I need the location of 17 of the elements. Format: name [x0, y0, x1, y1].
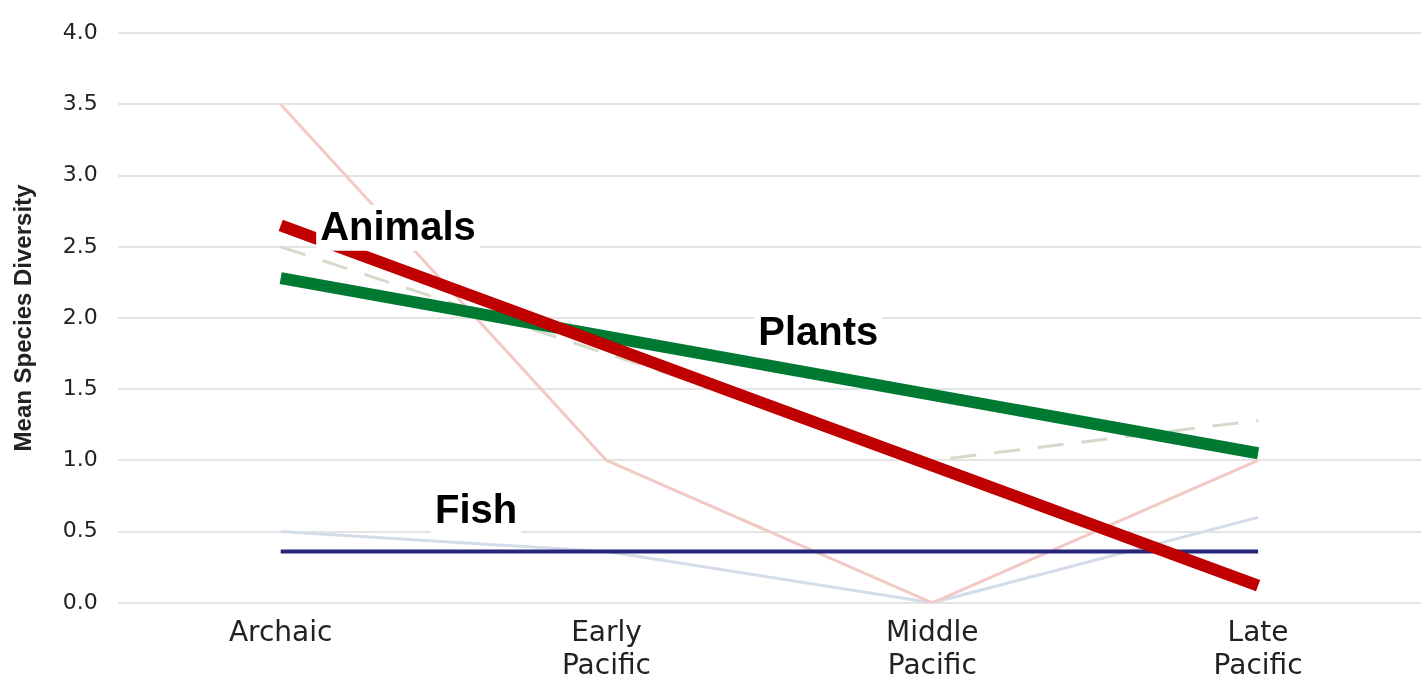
- y-tick-label: 1.0: [62, 446, 98, 472]
- y-tick-label: 3.5: [62, 90, 98, 116]
- series-label: Plants: [758, 309, 879, 354]
- y-tick-label: 2.0: [62, 303, 98, 329]
- x-tick-label: Early Pacific: [561, 614, 651, 682]
- y-tick-label: 4.0: [62, 18, 98, 44]
- series-label: Fish: [435, 486, 518, 531]
- y-tick-label: 0.0: [62, 588, 98, 614]
- x-tick-label: Late Pacific: [1213, 614, 1303, 682]
- x-tick-label: Archaic: [228, 614, 333, 648]
- x-tick-label: Middle Pacific: [886, 614, 979, 682]
- y-tick-label: 0.5: [62, 517, 98, 543]
- y-axis-title: Mean Species Diversity: [9, 183, 37, 452]
- series-label: Animals: [320, 203, 476, 248]
- y-tick-label: 2.5: [62, 232, 98, 258]
- y-tick-label: 3.0: [62, 161, 98, 187]
- y-tick-label: 1.5: [62, 374, 98, 400]
